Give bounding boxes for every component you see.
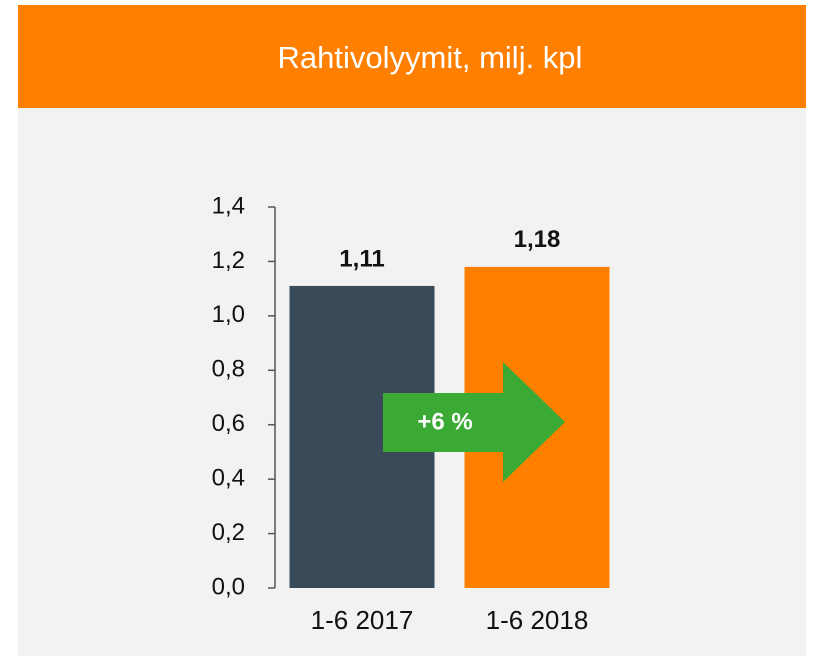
x-tick-label: 1-6 2018 <box>486 605 589 635</box>
y-tick-label: 0,6 <box>212 410 245 437</box>
y-tick-label: 0,0 <box>212 573 245 600</box>
y-tick-label: 1,2 <box>212 247 245 274</box>
growth-arrow <box>383 362 565 482</box>
growth-label: +6 % <box>417 408 472 435</box>
value-label: 1,18 <box>514 226 561 253</box>
header-banner <box>18 5 806 108</box>
y-tick-label: 0,4 <box>212 464 245 491</box>
y-tick-label: 1,4 <box>212 192 245 219</box>
y-tick-label: 0,8 <box>212 356 245 383</box>
y-tick-label: 0,2 <box>212 519 245 546</box>
chart-title: Rahtivolyymit, milj. kpl <box>278 40 583 75</box>
x-tick-label: 1-6 2017 <box>311 605 414 635</box>
y-tick-label: 1,0 <box>212 301 245 328</box>
value-label: 1,11 <box>339 245 384 272</box>
